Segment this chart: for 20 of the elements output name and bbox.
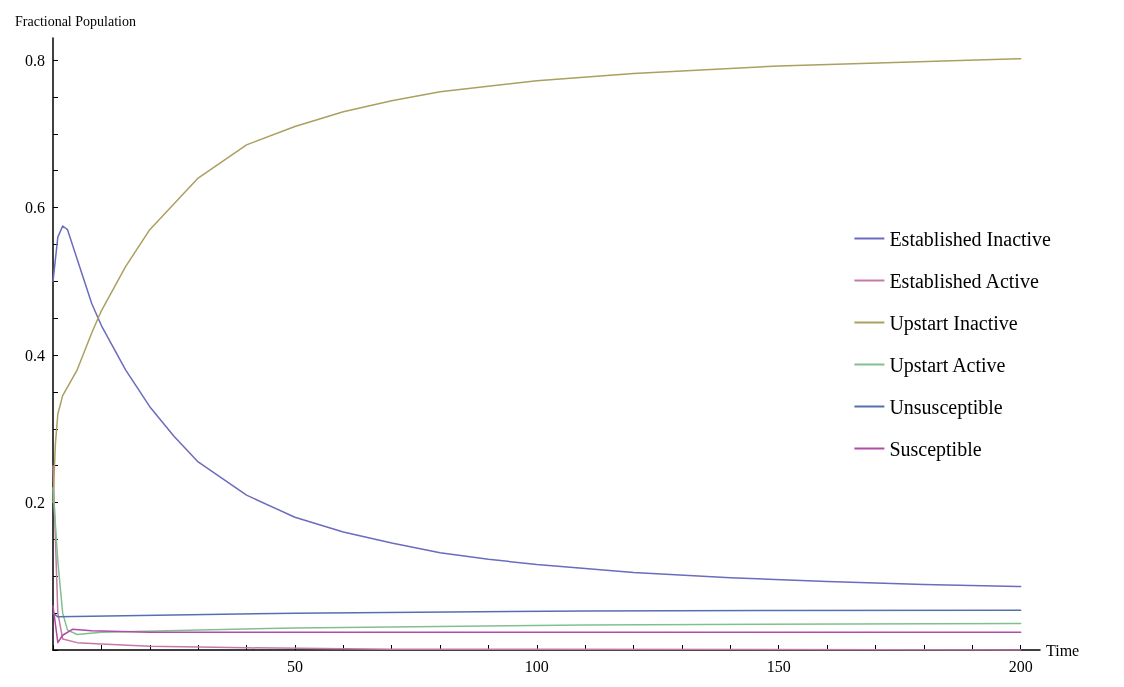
x-tick-label: 100	[524, 657, 549, 675]
legend-label: Upstart Inactive	[889, 311, 1018, 335]
y-axis-title: Fractional Population	[15, 13, 136, 29]
x-axis-title: Time	[1046, 641, 1080, 659]
legend-label: Established Inactive	[889, 227, 1052, 250]
y-tick-label: 0.2	[25, 494, 45, 512]
line-series	[52, 609, 1022, 618]
line-series	[52, 487, 1022, 636]
legend-label: Susceptible	[889, 437, 982, 461]
legend-label: Unsusceptible	[889, 395, 1003, 419]
y-tick-label: 0.6	[25, 199, 45, 217]
x-tick-label: 50	[286, 657, 303, 675]
x-tick-label: 200	[1008, 657, 1033, 675]
y-tick-label: 0.8	[25, 51, 45, 69]
legend-label: Established Active	[889, 269, 1039, 292]
y-tick-label: 0.4	[25, 346, 45, 364]
x-tick-label: 150	[766, 657, 791, 675]
legend-label: Upstart Active	[889, 353, 1006, 377]
line-series	[52, 464, 1022, 651]
line-series	[52, 605, 1022, 644]
